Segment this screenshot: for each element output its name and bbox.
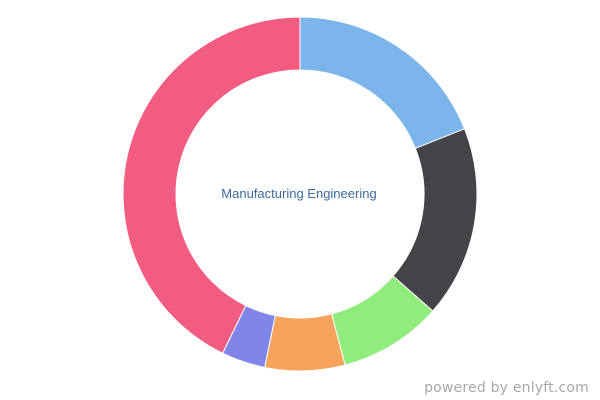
center-label: Manufacturing Engineering bbox=[221, 186, 376, 201]
donut-slices bbox=[122, 16, 478, 372]
donut-slice-4[interactable] bbox=[264, 313, 346, 372]
powered-by-credit[interactable]: powered by enlyft.com bbox=[424, 380, 589, 396]
donut-slice-1[interactable] bbox=[299, 16, 466, 150]
donut-slice-2[interactable] bbox=[392, 128, 478, 312]
donut-slice-6[interactable] bbox=[122, 16, 301, 354]
